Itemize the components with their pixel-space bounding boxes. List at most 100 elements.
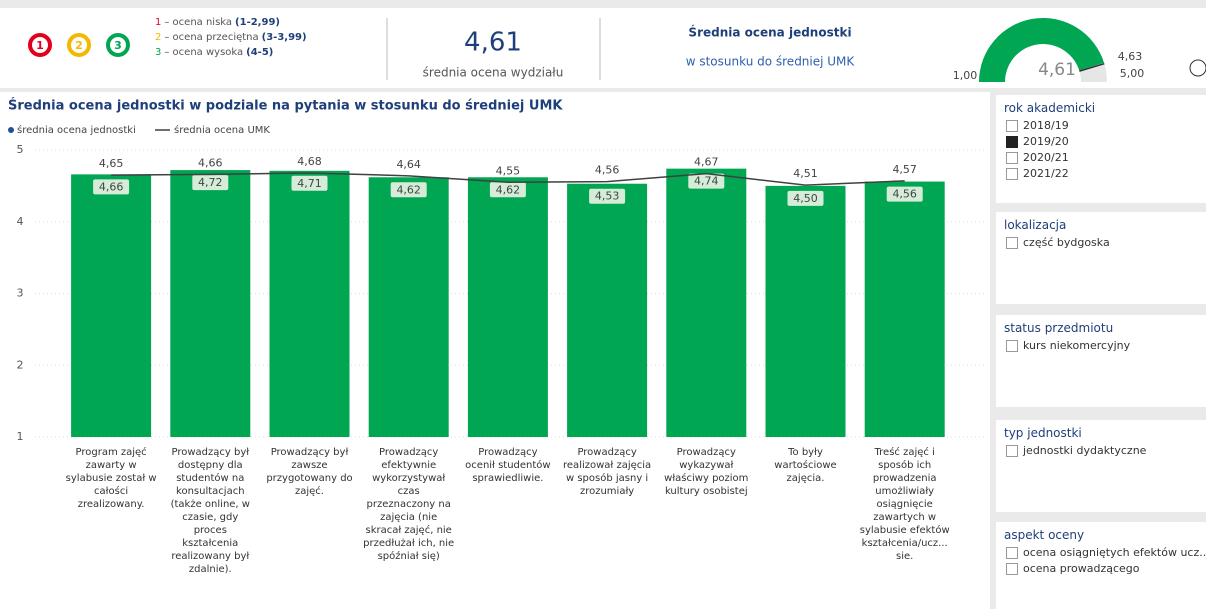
y-tick-label: 4	[17, 215, 24, 228]
option-label: ocena prowadzącego	[1023, 562, 1140, 575]
gauge-max: 5,00	[1120, 67, 1145, 80]
legend-part: (1-2,99)	[235, 17, 280, 28]
legend-row: 3– ocena wysoka (4-5)	[155, 47, 273, 58]
line-label: 4,66	[198, 156, 223, 169]
rating-badge-number: 2	[75, 39, 83, 52]
checkbox[interactable]	[1006, 546, 1018, 559]
line-label: 4,57	[892, 163, 917, 176]
checkbox[interactable]	[1006, 151, 1018, 164]
option-label: 2020/21	[1023, 151, 1069, 164]
x-tick-label: Prowadzący efektywnie wykorzystywał czas…	[363, 447, 455, 562]
slicer-title: aspekt oceny	[1004, 528, 1085, 542]
gauge-target-label: 4,63	[1118, 50, 1143, 63]
y-tick-label: 3	[17, 287, 24, 300]
option-label: kurs niekomercyjny	[1023, 339, 1131, 352]
option-label: 2018/19	[1023, 119, 1069, 132]
checkbox[interactable]	[1006, 444, 1018, 457]
bar-label: 4,50	[793, 192, 818, 205]
slicer: lokalizacja część bydgoska	[996, 212, 1206, 304]
x-tick-label: Treść zajęć i sposób ich prowadzenia umo…	[859, 447, 950, 562]
checkbox[interactable]	[1006, 135, 1018, 148]
checkbox[interactable]	[1006, 236, 1018, 249]
chart-title: Średnia ocena jednostki w podziale na py…	[8, 98, 563, 114]
x-tick-label: To były wartościowe zajęcia.	[774, 447, 837, 484]
gauge-target	[1079, 62, 1105, 72]
slicer-option[interactable]: 2021/22	[1006, 167, 1206, 180]
legend-part: – ocena wysoka	[164, 47, 243, 58]
slicer-option[interactable]: 2019/20	[1006, 135, 1206, 148]
line-label: 4,51	[793, 167, 818, 180]
slicer: aspekt oceny ocena osiągniętych efektów u…	[996, 522, 1206, 609]
rating-badge	[28, 33, 52, 57]
slicer-title: rok akademicki	[1004, 101, 1096, 115]
bar-label: 4,66	[99, 180, 124, 193]
bar-label-box	[886, 186, 923, 202]
legend-part: – ocena przeciętna	[164, 32, 258, 43]
legend-part: 3	[155, 47, 161, 58]
slicer-option[interactable]: część bydgoska	[1006, 236, 1206, 249]
bar-label: 4,62	[496, 183, 521, 196]
line-label: 4,64	[396, 158, 421, 171]
bar-label-box	[489, 182, 526, 198]
checkbox[interactable]	[1006, 339, 1018, 352]
x-tick-label: Prowadzący był dostępny dla studentów na…	[170, 447, 250, 575]
slicer-title: typ jednostki	[1004, 426, 1082, 440]
legend-label: średnia ocena UMK	[174, 124, 270, 136]
bar	[567, 183, 648, 437]
slicer-option[interactable]: 2020/21	[1006, 151, 1206, 164]
gauge-label: 4,61	[1038, 60, 1076, 80]
bar-label: 4,53	[595, 190, 620, 203]
slicer-option[interactable]: ocena prowadzącego	[1006, 562, 1206, 575]
slicer-option[interactable]: 2018/19	[1006, 119, 1206, 132]
checkbox[interactable]	[1006, 167, 1018, 180]
legend-part: – ocena niska	[164, 17, 232, 28]
bar	[368, 177, 449, 437]
bar-label-box	[192, 175, 229, 191]
legend-part: 1	[155, 17, 161, 28]
compare-title: Średnia ocena jednostki	[688, 25, 851, 40]
bar	[170, 170, 251, 437]
slicer-option[interactable]: jednostki dydaktyczne	[1006, 444, 1206, 457]
legend-row: 1– ocena niska (1-2,99)	[155, 17, 280, 28]
option-label: ocena osiągniętych efektów ucz...	[1023, 546, 1206, 559]
help-icon[interactable]	[1189, 59, 1206, 77]
bar-label-box	[688, 173, 725, 189]
line-label: 4,65	[99, 157, 124, 170]
checkbox[interactable]	[1006, 119, 1018, 132]
bar-label: 4,62	[396, 183, 421, 196]
bar	[864, 181, 945, 437]
compare-subtitle: w stosunku do średniej UMK	[686, 55, 856, 69]
x-tick-label: Prowadzący był zawsze przygotowany do za…	[266, 447, 353, 497]
bar-label: 4,56	[892, 188, 917, 201]
slicer: status przedmiotu kurs niekomercyjny	[996, 315, 1206, 407]
line-label: 4,67	[694, 156, 719, 169]
gauge-min: 1,00	[953, 69, 978, 82]
bar-label-box	[787, 190, 824, 206]
bar-label-box	[589, 188, 626, 204]
slicer-title: lokalizacja	[1004, 218, 1067, 232]
x-tick-label: Prowadzący realizował zajęcia w sposób j…	[563, 447, 652, 497]
legend-dot	[8, 127, 14, 133]
bar	[467, 177, 548, 437]
option-label: 2021/22	[1023, 167, 1069, 180]
checkbox[interactable]	[1006, 562, 1018, 575]
bar	[666, 168, 747, 437]
bar	[269, 170, 350, 437]
bar-label: 4,71	[297, 177, 322, 190]
x-tick-label: Program zajęć zawarty w sylabusie został…	[65, 447, 157, 510]
rating-badge	[106, 33, 130, 57]
y-tick-label: 1	[17, 430, 24, 443]
legend-part: (4-5)	[246, 47, 273, 58]
slicer-option[interactable]: ocena osiągniętych efektów ucz...	[1006, 546, 1206, 559]
y-tick-label: 5	[17, 143, 24, 156]
slicer-option[interactable]: kurs niekomercyjny	[1006, 339, 1206, 352]
rating-badge-number: 3	[114, 39, 122, 52]
bar-label: 4,72	[198, 176, 223, 189]
bar	[765, 185, 846, 437]
slicer-title: status przedmiotu	[1004, 321, 1114, 335]
legend-row: 2– ocena przeciętna (3-3,99)	[155, 32, 307, 43]
legend-part: (3-3,99)	[262, 32, 307, 43]
legend-part: 2	[155, 32, 161, 43]
